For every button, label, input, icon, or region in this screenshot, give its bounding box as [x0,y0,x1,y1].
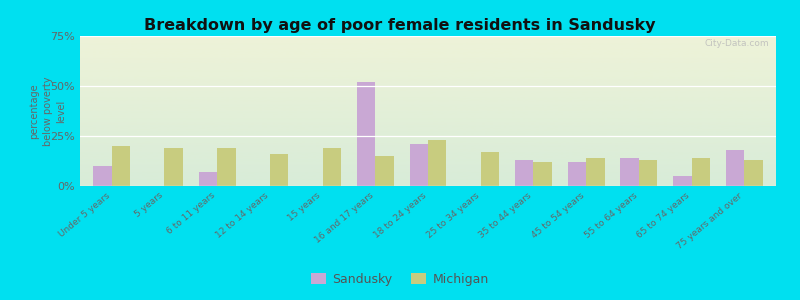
Bar [270,154,288,186]
Bar [481,152,499,186]
Bar [217,148,235,186]
Bar [322,148,341,186]
Bar [198,172,217,186]
Bar [93,166,112,186]
Y-axis label: percentage
below poverty
level: percentage below poverty level [30,76,66,146]
Text: City-Data.com: City-Data.com [705,39,769,48]
Bar [112,146,130,186]
Bar [357,82,375,186]
Bar [568,162,586,186]
Bar [586,158,605,186]
Bar [375,156,394,186]
Bar [410,144,428,186]
Bar [692,158,710,186]
Bar [673,176,692,186]
Bar [534,162,552,186]
Bar [726,150,744,186]
Bar [744,160,763,186]
Legend: Sandusky, Michigan: Sandusky, Michigan [306,268,494,291]
Bar [515,160,534,186]
Text: Breakdown by age of poor female residents in Sandusky: Breakdown by age of poor female resident… [144,18,656,33]
Bar [164,148,183,186]
Bar [621,158,639,186]
Bar [639,160,658,186]
Bar [428,140,446,186]
